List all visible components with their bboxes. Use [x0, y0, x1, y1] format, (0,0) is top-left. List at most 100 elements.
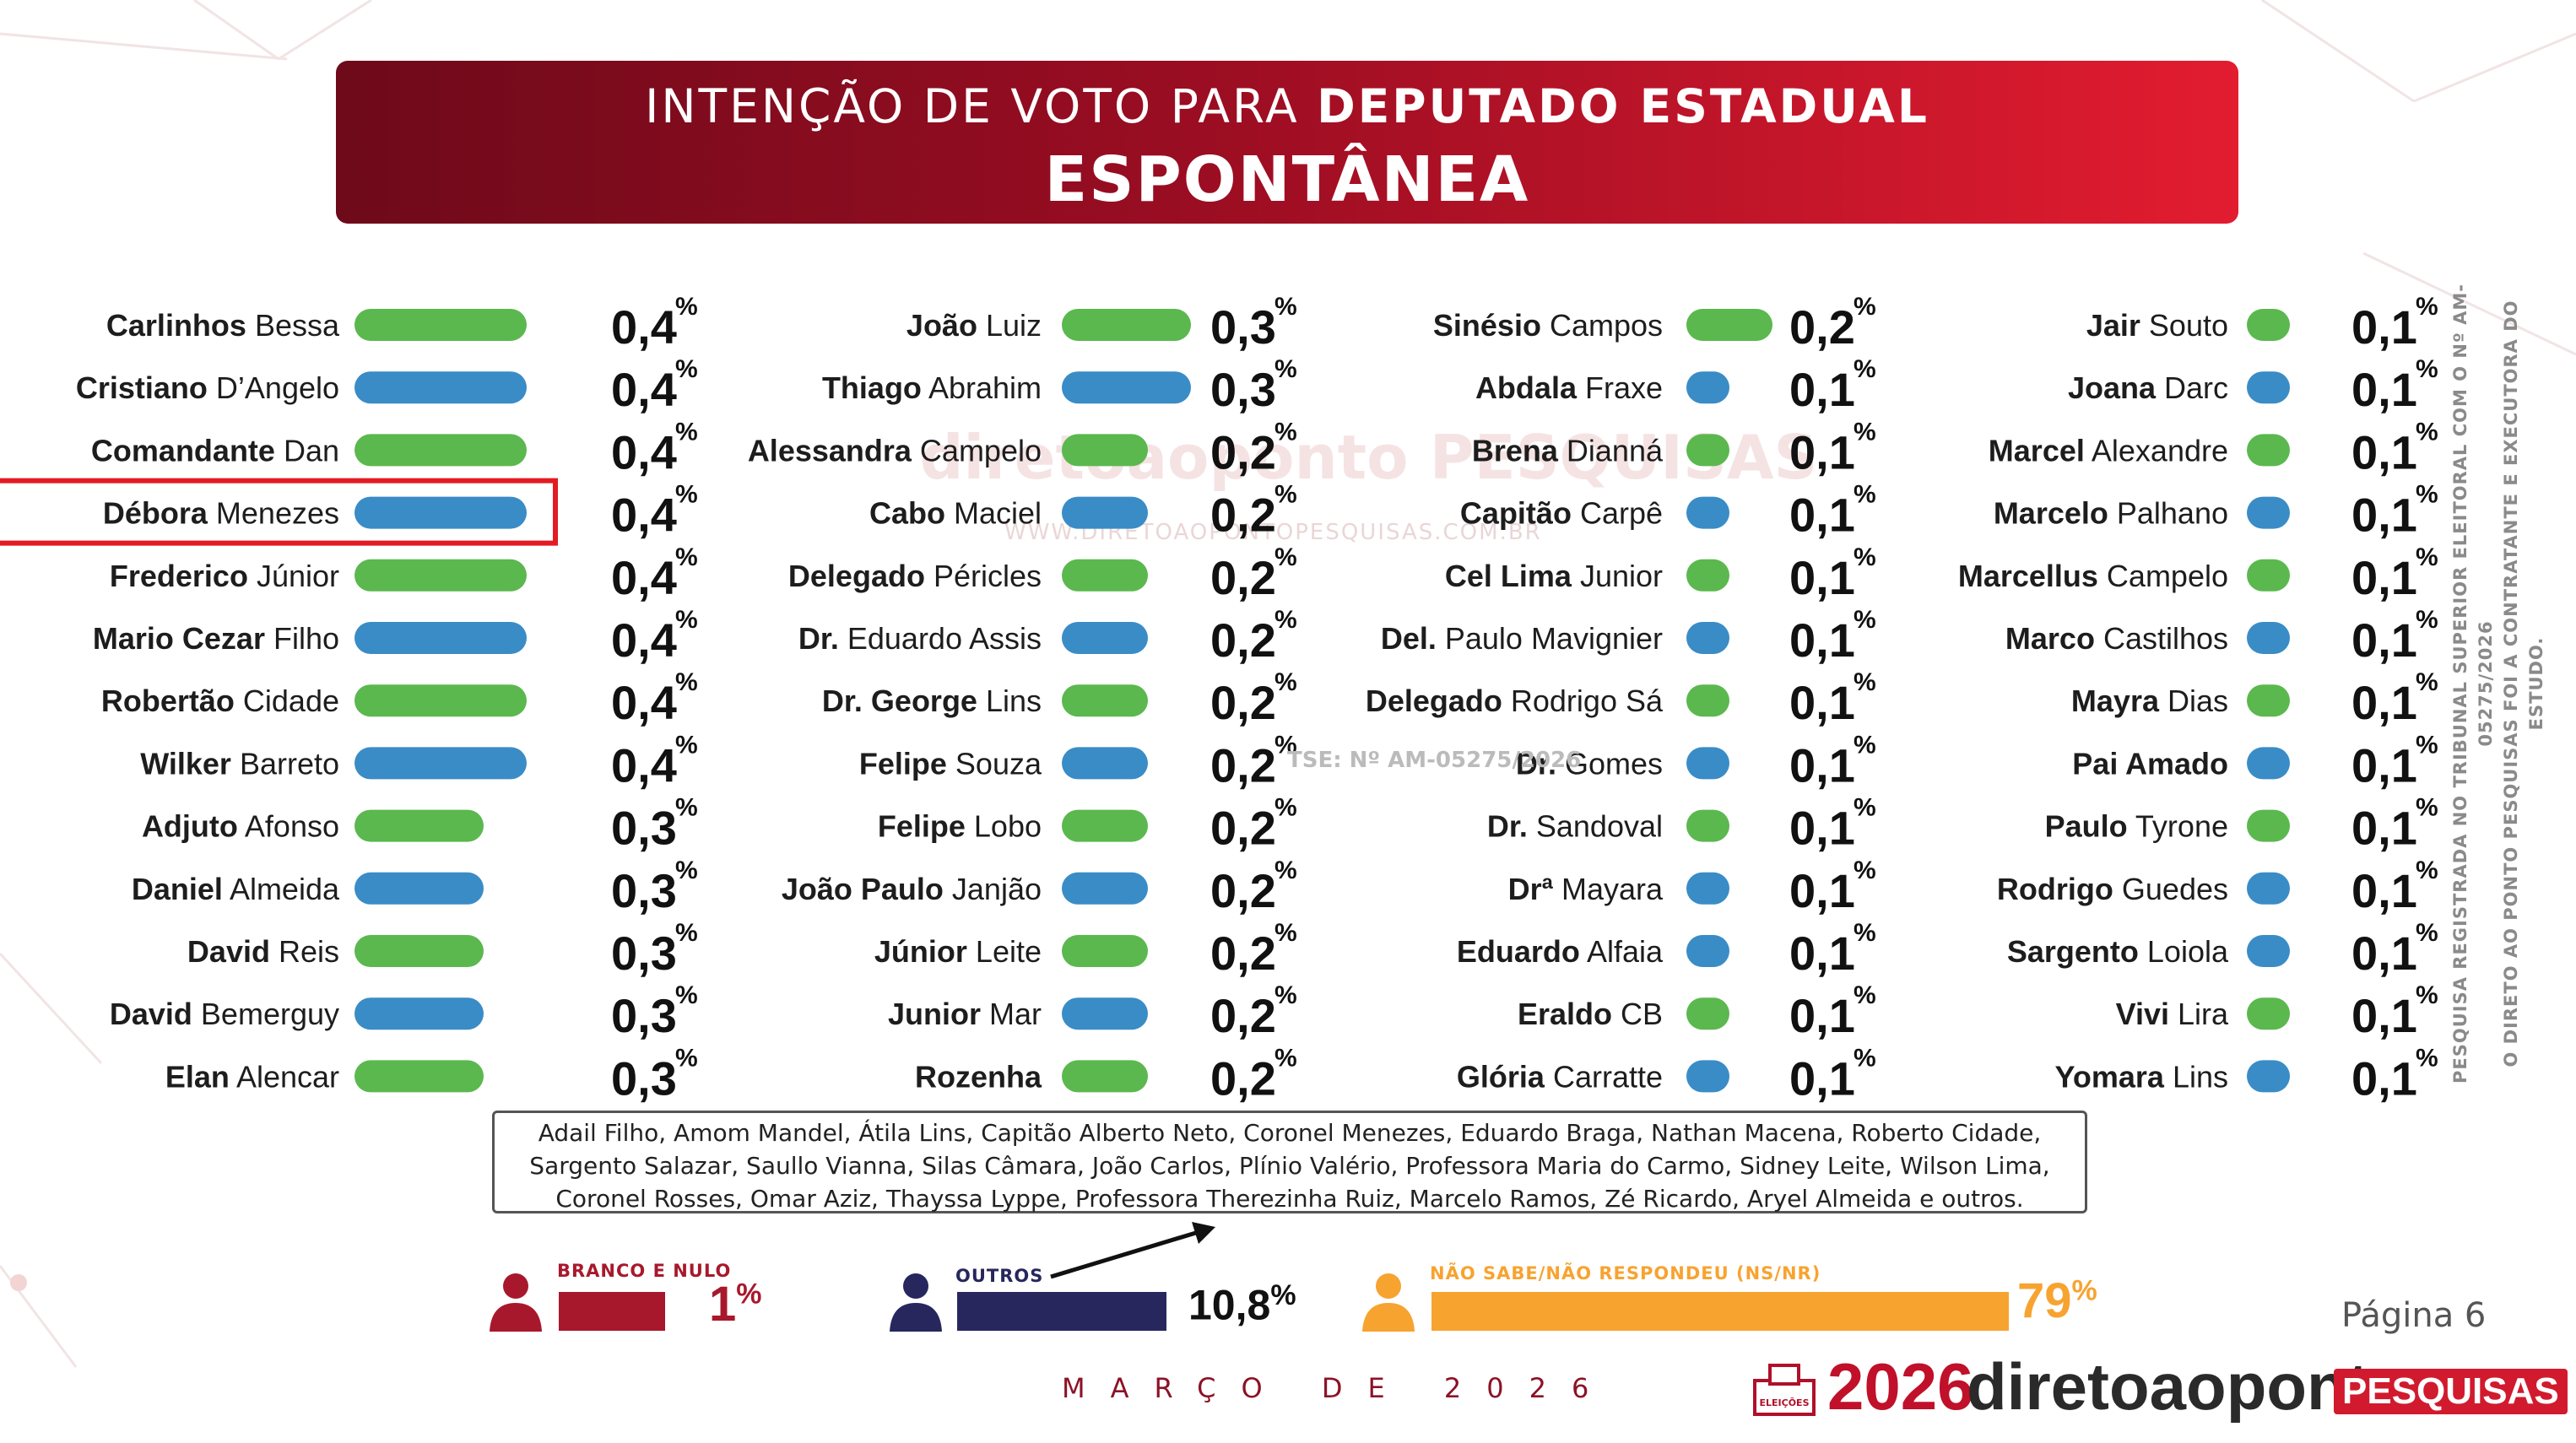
page-number: Página 6: [2341, 1296, 2487, 1335]
candidate-bar: [1062, 935, 1148, 967]
candidate-row: Sinésio Campos 0,2%: [1433, 293, 1876, 354]
summary-label-branco: BRANCO E NULO: [557, 1261, 732, 1281]
candidate-value: 0,4: [611, 300, 677, 354]
candidate-value: 0,1: [2351, 613, 2417, 667]
candidate-bar: [354, 559, 527, 592]
candidate-bar: [2247, 809, 2290, 842]
candidate-unit: %: [1854, 857, 1876, 884]
candidate-row: David Reis 0,3%: [187, 919, 698, 980]
candidate-row: Brena Dianná 0,1%: [1472, 418, 1876, 478]
candidate-unit: %: [675, 543, 698, 571]
candidate-unit: %: [675, 857, 698, 884]
candidate-name: Mario Cezar Filho: [93, 621, 339, 656]
candidate-unit: %: [1274, 355, 1297, 383]
candidate-bar: [1062, 684, 1148, 717]
candidate-name: Del. Paulo Mavignier: [1381, 621, 1663, 656]
candidate-row: Delegado Rodrigo Sá 0,1%: [1366, 668, 1876, 729]
candidate-row: Marcelo Palhano 0,1%: [1994, 481, 2438, 542]
candidate-name: Abdala Fraxe: [1475, 370, 1663, 405]
candidate-unit: %: [1854, 919, 1876, 947]
candidate-unit: %: [675, 293, 698, 321]
candidate-row: Yomara Lins 0,1%: [2055, 1044, 2438, 1105]
candidate-row: Junior Mar 0,2%: [888, 981, 1297, 1042]
candidate-value: 0,2: [1210, 676, 1276, 729]
candidate-row: Thiago Abrahim 0,3%: [822, 355, 1297, 416]
candidate-name: Brena Dianná: [1472, 433, 1664, 467]
candidate-unit: %: [2416, 794, 2438, 822]
candidate-row: Marco Castilhos 0,1%: [2005, 606, 2438, 667]
candidate-name: Jair Souto: [2086, 308, 2228, 343]
candidate-row: Abdala Fraxe 0,1%: [1475, 355, 1876, 416]
candidate-value: 0,1: [2351, 551, 2417, 604]
candidate-unit: %: [1854, 355, 1876, 383]
candidate-value: 0,4: [611, 738, 677, 792]
candidate-value: 0,1: [1789, 989, 1855, 1042]
candidate-bar: [354, 622, 527, 654]
candidate-value: 0,2: [1210, 738, 1276, 792]
candidate-row: Felipe Souza 0,2%: [859, 731, 1297, 792]
candidate-value: 0,1: [2351, 738, 2417, 792]
candidate-bar: [354, 872, 484, 905]
candidate-bar: [1686, 997, 1729, 1030]
candidate-unit: %: [675, 355, 698, 383]
candidate-value: 0,4: [611, 363, 677, 416]
title-part2: DEPUTADO ESTADUAL: [1317, 79, 1929, 133]
candidate-row: Dr. George Lins 0,2%: [822, 668, 1297, 729]
candidate-row: Júnior Leite 0,2%: [874, 919, 1297, 980]
candidate-name: Capitão Carpê: [1460, 496, 1663, 531]
candidate-unit: %: [1274, 293, 1297, 321]
ballot-box-icon: ELEIÇÕES: [1753, 1364, 1816, 1416]
candidate-row: Glória Carratte 0,1%: [1457, 1044, 1876, 1105]
candidate-value: 0,1: [1789, 425, 1855, 478]
candidate-value: 0,4: [611, 425, 677, 478]
candidate-value: 0,1: [2351, 489, 2417, 542]
candidate-name: Comandante Dan: [91, 433, 339, 467]
candidate-name: Marco Castilhos: [2005, 621, 2228, 656]
candidate-row: Jair Souto 0,1%: [2086, 293, 2438, 354]
summary-value-branco: 1%: [709, 1277, 762, 1332]
candidate-bar: [354, 1060, 484, 1093]
candidate-bar: [2247, 309, 2290, 341]
candidate-value: 0,1: [1789, 927, 1855, 980]
candidate-value: 0,1: [1789, 864, 1855, 917]
candidate-name: Glória Carratte: [1457, 1059, 1663, 1094]
candidate-bar: [1686, 809, 1729, 842]
candidate-bar: [354, 997, 484, 1030]
summary-bar-branco: [559, 1292, 665, 1331]
candidate-bar: [1062, 371, 1191, 404]
candidate-value: 0,4: [611, 551, 677, 604]
candidate-value: 0,1: [2351, 425, 2417, 478]
candidate-row: Frederico Júnior 0,4%: [110, 543, 698, 604]
candidate-bar: [2247, 997, 2290, 1030]
candidate-name: Rozenha: [915, 1059, 1042, 1094]
candidate-bar: [354, 309, 527, 341]
candidate-row: Mayra Dias 0,1%: [2071, 668, 2438, 729]
candidate-row: Del. Paulo Mavignier 0,1%: [1381, 606, 1876, 667]
candidate-value: 0,4: [611, 676, 677, 729]
candidate-row: Delegado Péricles 0,2%: [788, 543, 1297, 604]
candidate-name: Daniel Almeida: [132, 872, 340, 906]
candidate-unit: %: [2416, 857, 2438, 884]
candidate-unit: %: [1854, 418, 1876, 446]
candidate-row: Elan Alencar 0,3%: [165, 1044, 698, 1105]
candidate-name: Eduardo Alfaia: [1457, 934, 1664, 969]
candidate-unit: %: [675, 668, 698, 696]
tse-stamp: TSE: Nº AM-05275/2026: [1287, 748, 1582, 773]
candidate-value: 0,1: [1789, 738, 1855, 792]
person-icon-nsnr: [1362, 1273, 1415, 1332]
candidate-unit: %: [675, 418, 698, 446]
candidate-bar: [1686, 935, 1729, 967]
candidate-row: Alessandra Campelo 0,2%: [748, 418, 1297, 478]
candidate-bar: [1062, 622, 1148, 654]
candidate-value: 0,1: [1789, 489, 1855, 542]
candidate-bar: [2247, 747, 2290, 780]
candidate-name: Júnior Leite: [874, 934, 1042, 969]
summary-label-outros: OUTROS: [955, 1266, 1044, 1286]
candidate-row: David Bemerguy 0,3%: [110, 981, 698, 1042]
candidate-value: 0,1: [2351, 989, 2417, 1042]
candidate-row: Sargento Loiola 0,1%: [2007, 919, 2438, 980]
candidate-unit: %: [1854, 981, 1876, 1009]
candidate-name: João Luiz: [906, 308, 1042, 343]
candidate-name: Cristiano D’Angelo: [76, 370, 339, 405]
